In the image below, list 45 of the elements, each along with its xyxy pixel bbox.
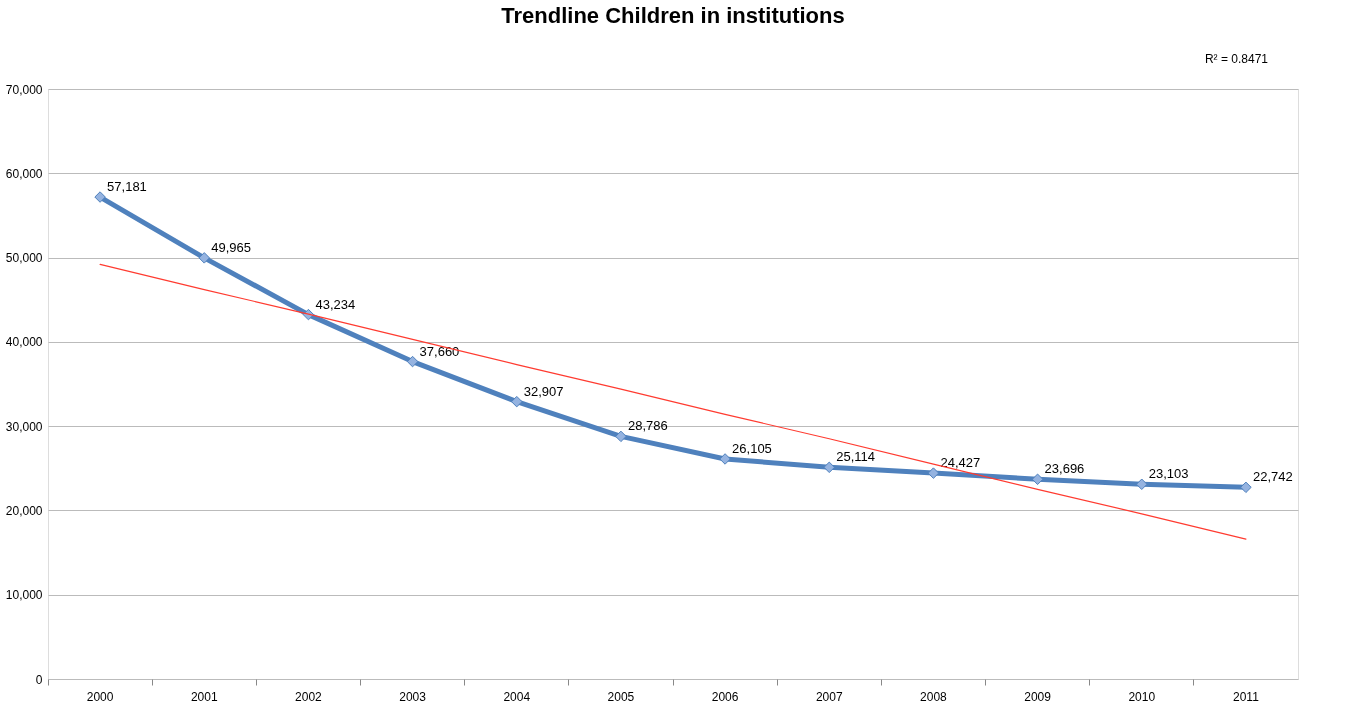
y-tick-label: 70,000 bbox=[5, 82, 43, 97]
x-tick-label: 2003 bbox=[399, 689, 427, 704]
point bbox=[198, 252, 210, 264]
data-label: 24,427 bbox=[940, 455, 981, 471]
point bbox=[823, 461, 835, 474]
x-tick-label: 2005 bbox=[607, 689, 635, 704]
x-tick-label: 2010 bbox=[1128, 689, 1156, 704]
y-tick-label: 0 bbox=[35, 672, 43, 687]
point bbox=[94, 191, 106, 203]
point bbox=[927, 467, 940, 479]
point bbox=[511, 395, 523, 408]
data-label: 28,786 bbox=[627, 418, 668, 434]
data-label: 32,907 bbox=[523, 383, 564, 399]
y-tick-label: 10,000 bbox=[5, 588, 43, 603]
data-label: 49,965 bbox=[211, 239, 252, 255]
y-tick-label: 20,000 bbox=[5, 503, 43, 518]
data-label: 37,660 bbox=[419, 343, 460, 359]
point bbox=[719, 453, 731, 465]
x-tick-label: 2001 bbox=[190, 689, 218, 704]
x-tick-label: 2007 bbox=[815, 689, 843, 704]
x-tick-label: 2004 bbox=[503, 689, 531, 704]
data-label: 23,103 bbox=[1148, 466, 1189, 482]
data-label: 23,696 bbox=[1044, 461, 1085, 477]
data-label: 57,181 bbox=[107, 179, 147, 195]
x-tick-label: 2000 bbox=[86, 689, 114, 704]
data-label: 43,234 bbox=[315, 296, 356, 312]
x-tick-label: 2008 bbox=[920, 689, 948, 704]
x-tick-label: 2011 bbox=[1233, 689, 1260, 704]
data-label: 22,742 bbox=[1252, 469, 1293, 485]
point bbox=[615, 430, 627, 443]
y-tick-label: 60,000 bbox=[5, 166, 43, 181]
x-tick-label: 2006 bbox=[711, 689, 739, 704]
x-tick-label: 2009 bbox=[1024, 689, 1052, 704]
chart-title: Trendline Children in institutions bbox=[501, 3, 845, 28]
data-label: 25,114 bbox=[836, 449, 876, 465]
x-tick-label: 2002 bbox=[295, 689, 323, 704]
point bbox=[1136, 478, 1148, 491]
data-label: 26,105 bbox=[732, 440, 772, 456]
y-tick-label: 40,000 bbox=[5, 335, 43, 350]
point bbox=[1240, 481, 1252, 494]
text: R² = 0.8471 bbox=[1204, 52, 1269, 66]
y-tick-label: 50,000 bbox=[5, 251, 43, 266]
y-tick-label: 30,000 bbox=[5, 419, 43, 434]
line-series bbox=[99, 263, 1247, 540]
point bbox=[406, 355, 419, 368]
